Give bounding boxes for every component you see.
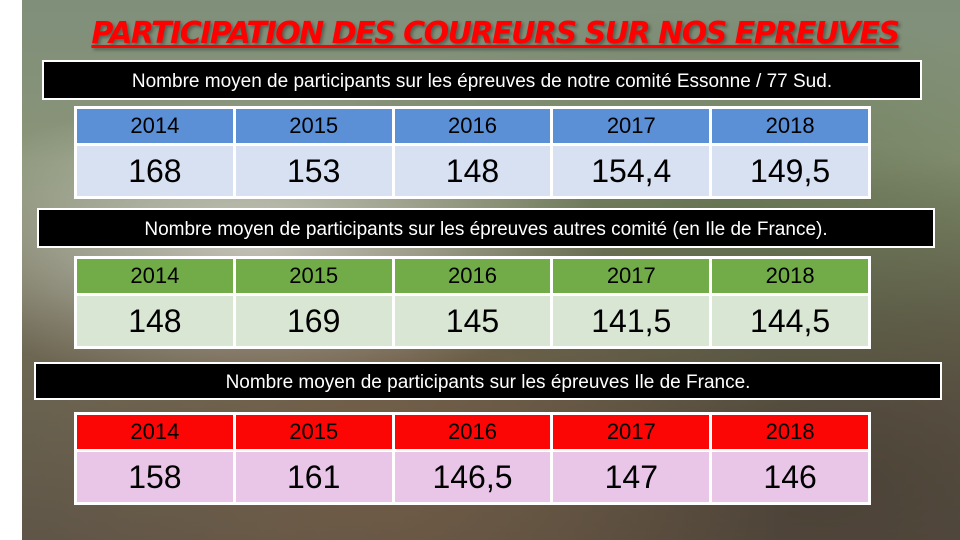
table-header-row: 2014 2015 2016 2017 2018 bbox=[74, 412, 871, 452]
year-cell: 2018 bbox=[709, 412, 871, 452]
year-cell: 2016 bbox=[391, 106, 554, 146]
caption-text: Nombre moyen de participants sur les épr… bbox=[225, 372, 751, 393]
year-cell: 2014 bbox=[74, 106, 236, 146]
year-cell: 2018 bbox=[709, 256, 871, 296]
caption-text: Nombre moyen de participants sur les épr… bbox=[131, 71, 833, 92]
year-cell: 2016 bbox=[391, 412, 554, 452]
year-cell: 2017 bbox=[550, 412, 713, 452]
table-values-row: 148 169 145 141,5 144,5 bbox=[74, 293, 871, 349]
table-header-row: 2014 2015 2016 2017 2018 bbox=[74, 106, 871, 146]
value-cell: 146,5 bbox=[391, 449, 554, 505]
page-title: PARTICIPATION DES COUREURS SUR NOS EPREU… bbox=[91, 16, 900, 51]
caption-essonne-77-sud: Nombre moyen de participants sur les épr… bbox=[42, 60, 922, 100]
value-cell: 144,5 bbox=[709, 293, 871, 349]
year-cell: 2015 bbox=[232, 106, 395, 146]
year-cell: 2016 bbox=[391, 256, 554, 296]
year-cell: 2014 bbox=[74, 412, 236, 452]
value-cell: 145 bbox=[391, 293, 554, 349]
year-cell: 2014 bbox=[74, 256, 236, 296]
value-cell: 147 bbox=[550, 449, 713, 505]
value-cell: 153 bbox=[232, 143, 395, 199]
table-header-row: 2014 2015 2016 2017 2018 bbox=[74, 256, 871, 296]
year-cell: 2017 bbox=[550, 256, 713, 296]
value-cell: 148 bbox=[391, 143, 554, 199]
year-cell: 2015 bbox=[232, 412, 395, 452]
value-cell: 141,5 bbox=[550, 293, 713, 349]
year-cell: 2017 bbox=[550, 106, 713, 146]
caption-autres-comites: Nombre moyen de participants sur les épr… bbox=[37, 208, 935, 248]
value-cell: 148 bbox=[74, 293, 236, 349]
table-autres-comites: 2014 2015 2016 2017 2018 148 169 145 141… bbox=[74, 256, 871, 349]
value-cell: 161 bbox=[232, 449, 395, 505]
value-cell: 168 bbox=[74, 143, 236, 199]
caption-text: Nombre moyen de participants sur les épr… bbox=[144, 219, 828, 240]
table-essonne-77-sud: 2014 2015 2016 2017 2018 168 153 148 154… bbox=[74, 106, 871, 199]
year-cell: 2015 bbox=[232, 256, 395, 296]
value-cell: 158 bbox=[74, 449, 236, 505]
table-values-row: 168 153 148 154,4 149,5 bbox=[74, 143, 871, 199]
caption-ile-de-france: Nombre moyen de participants sur les épr… bbox=[34, 362, 942, 400]
value-cell: 169 bbox=[232, 293, 395, 349]
value-cell: 146 bbox=[709, 449, 871, 505]
value-cell: 149,5 bbox=[709, 143, 871, 199]
value-cell: 154,4 bbox=[550, 143, 713, 199]
table-ile-de-france: 2014 2015 2016 2017 2018 158 161 146,5 1… bbox=[74, 412, 871, 505]
table-values-row: 158 161 146,5 147 146 bbox=[74, 449, 871, 505]
year-cell: 2018 bbox=[709, 106, 871, 146]
